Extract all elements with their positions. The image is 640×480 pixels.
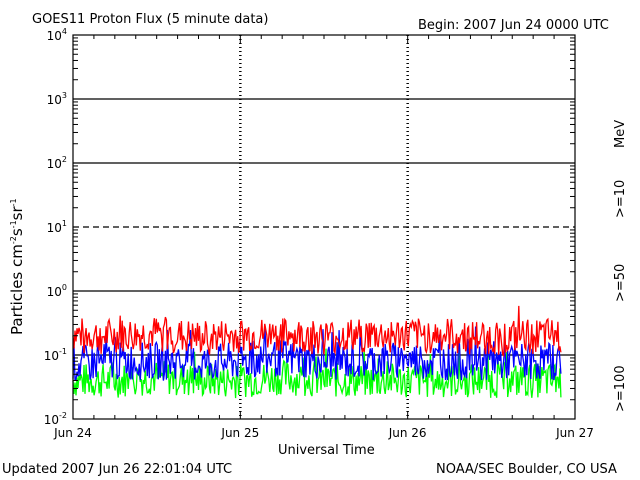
y-tick-label: 100 — [47, 283, 67, 299]
series-line-1 — [72, 324, 562, 381]
plot-frame — [72, 34, 576, 420]
series-group — [72, 305, 562, 399]
chart-title: GOES11 Proton Flux (5 minute data) — [32, 12, 268, 27]
units-label: MeV — [613, 120, 628, 148]
x-tick-label: Jun 25 — [220, 426, 259, 440]
x-axis-label: Universal Time — [278, 443, 375, 458]
legend-ge100: >=100 — [613, 365, 628, 412]
x-tick-labels: Jun 24 Jun 25 Jun 26 Jun 27 — [53, 426, 594, 440]
legend-ge50: >=50 — [613, 264, 628, 302]
x-tick-label: Jun 24 — [53, 426, 92, 440]
x-tick-label: Jun 26 — [388, 426, 427, 440]
y-tick-labels: 10-2 10-1 100 101 102 103 104 — [44, 27, 67, 427]
updated-label: Updated 2007 Jun 26 22:01:04 UTC — [2, 462, 232, 477]
y-tick-label: 10-2 — [44, 411, 67, 427]
y-tick-label: 10-1 — [44, 347, 67, 363]
y-tick-label: 103 — [47, 91, 67, 107]
legend-ge10: >=10 — [613, 180, 628, 218]
series-line-2 — [72, 347, 562, 399]
y-tick-label: 101 — [47, 219, 67, 235]
series-line-0 — [72, 305, 562, 358]
y-tick-label: 104 — [47, 27, 67, 43]
credit-label: NOAA/SEC Boulder, CO USA — [436, 462, 617, 477]
x-tick-label: Jun 27 — [555, 426, 594, 440]
begin-label: Begin: 2007 Jun 24 0000 UTC — [418, 18, 609, 33]
y-tick-label: 102 — [47, 155, 67, 171]
gridlines — [73, 35, 575, 419]
y-axis-label: Particles cm-2s-1sr-1 — [8, 198, 26, 335]
